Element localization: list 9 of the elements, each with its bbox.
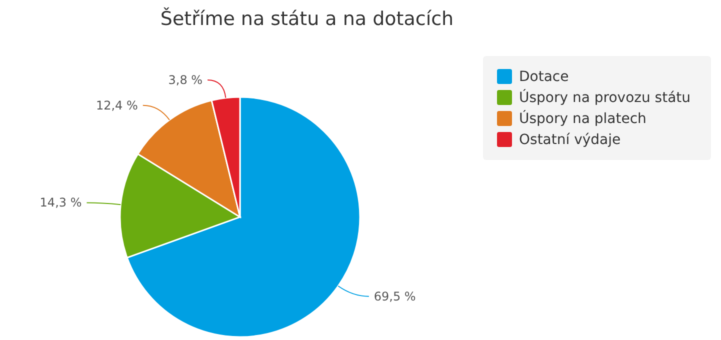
data-label: 14,3 % [40, 196, 82, 210]
legend-label: Ostatní výdaje [518, 130, 622, 150]
legend-label: Úspory na provozu státu [518, 88, 692, 108]
chart-title: Šetříme na státu a na dotacích [159, 8, 455, 30]
legend-label: Úspory na platech [518, 109, 648, 128]
data-label: 3,8 % [168, 72, 203, 87]
data-label: 12,4 % [96, 98, 138, 112]
legend-label: Dotace [518, 68, 570, 86]
data-label: 69,5 % [374, 289, 416, 304]
